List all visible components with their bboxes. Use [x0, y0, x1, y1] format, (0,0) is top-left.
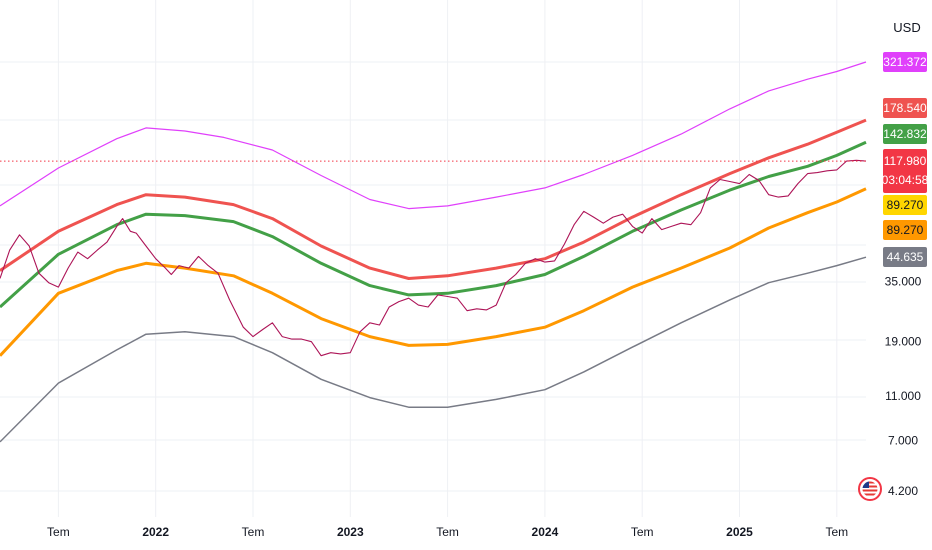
grid-horizontal	[0, 61, 866, 492]
y-tick-label: 7.000	[888, 433, 918, 447]
countdown-label: 03:04:58	[882, 173, 929, 187]
y-tick-label: 11.000	[885, 389, 921, 403]
price-badge-label: 89.270	[887, 223, 924, 237]
x-tick-label: Tem	[436, 525, 459, 539]
x-tick-label: 2023	[337, 525, 364, 539]
series-price	[0, 159, 867, 357]
price-badge	[883, 124, 927, 144]
price-badge	[883, 247, 927, 267]
y-tick-label: 4.200	[888, 484, 918, 498]
price-badge-label: 178.540	[883, 101, 927, 115]
y-tick-label: 19.000	[885, 335, 922, 349]
x-tick-label: Tem	[631, 525, 654, 539]
x-tick-label: Tem	[47, 525, 70, 539]
price-badge-label: 321.372	[883, 55, 927, 69]
y-tick-label: 35.000	[885, 274, 922, 288]
price-badge-label: 44.635	[887, 250, 924, 264]
price-axis[interactable]: 35.000 19.000 11.000 7.000 4.200	[885, 274, 922, 498]
x-tick-label: Tem	[825, 525, 848, 539]
series-band_mid	[0, 140, 867, 309]
price-badge-label: 142.832	[883, 127, 927, 141]
x-tick-label: 2024	[532, 525, 559, 539]
price-badge	[883, 195, 927, 215]
last-price-label: 117.980	[884, 154, 927, 168]
last-price-badge	[883, 149, 927, 193]
grid	[0, 0, 866, 517]
price-badges: 321.372 178.540 142.832 89.270 89.270 44.635 1…	[882, 52, 929, 267]
price-badge-label: 89.270	[887, 198, 924, 212]
x-tick-label: 2025	[726, 525, 753, 539]
price-badge	[883, 220, 927, 240]
flag-icon[interactable]	[858, 477, 882, 501]
series-band_bottom	[0, 256, 867, 443]
x-tick-label: 2022	[142, 525, 169, 539]
series-lines	[0, 61, 867, 443]
time-axis[interactable]: Tem 2022 Tem 2023 Tem 2024 Tem 2025 Tem	[47, 525, 848, 539]
x-tick-label: Tem	[242, 525, 265, 539]
price-badge	[883, 98, 927, 118]
price-badge	[883, 52, 927, 72]
series-band_lower	[0, 187, 867, 357]
series-band_top	[0, 61, 867, 210]
grid-vertical	[57, 0, 838, 517]
currency-label[interactable]: USD	[893, 20, 920, 35]
series-band_upper	[0, 118, 867, 280]
